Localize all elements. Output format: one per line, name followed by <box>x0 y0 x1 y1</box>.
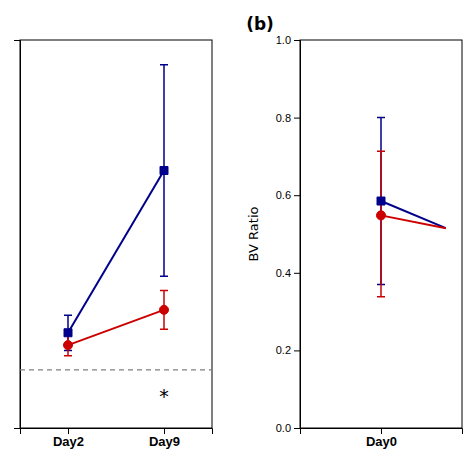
x-tick: Day2 <box>53 428 84 449</box>
y-tick: 0.6 <box>276 189 300 201</box>
reference-line <box>20 369 212 370</box>
y-tick-mark <box>294 350 300 351</box>
x-tick: Day0 <box>366 428 397 449</box>
y-tick-mark <box>294 118 300 119</box>
y-tick-mark <box>294 40 300 41</box>
y-tick-label: 0.8 <box>276 112 291 124</box>
x-tick-label: Day9 <box>149 434 180 449</box>
error-bar <box>377 151 385 296</box>
marker <box>63 341 72 350</box>
x-tick-mark <box>381 428 382 434</box>
plot-frame <box>300 40 462 428</box>
chart: Day2 Day9 * Day0 0.0 0.2 0.4 0.6 0.8 1.0 BV Ratio (… <box>0 0 474 474</box>
y-axis-title: BV Ratio <box>246 206 261 261</box>
panel: Day0 0.0 0.2 0.4 0.6 0.8 1.0 BV Ratio (b) <box>246 14 463 449</box>
marker <box>377 197 385 205</box>
y-axis: 0.0 0.2 0.4 0.6 0.8 1.0 <box>276 34 301 434</box>
x-tick-label: Day2 <box>53 434 84 449</box>
trailing-line <box>381 201 446 228</box>
y-tick: 0.8 <box>276 112 300 124</box>
plot-frame <box>20 40 212 428</box>
y-tick-label: 0.6 <box>276 189 291 201</box>
series-line <box>68 171 164 333</box>
x-tick-mark <box>164 428 165 434</box>
y-tick-mark <box>294 195 300 196</box>
panel: Day2 Day9 * <box>14 40 213 449</box>
marker <box>376 211 385 220</box>
trailing-line <box>381 215 446 228</box>
y-tick-label: 1.0 <box>276 34 291 46</box>
marker <box>159 305 168 314</box>
series-line <box>68 310 164 345</box>
x-tick-mark <box>68 428 69 434</box>
y-tick: 0.0 <box>276 422 300 434</box>
y-tick-mark <box>294 428 300 429</box>
plot-area <box>376 118 445 297</box>
plot-area <box>20 65 212 370</box>
y-tick: 0.4 <box>276 267 300 279</box>
x-axis-line <box>21 429 213 435</box>
error-bar <box>64 335 72 356</box>
y-tick-label: 0.0 <box>276 422 291 434</box>
annotation: * <box>159 385 169 407</box>
marker <box>64 329 72 337</box>
x-axis: Day2 Day9 <box>21 428 213 449</box>
error-bar <box>160 290 168 329</box>
x-axis-line <box>301 429 463 435</box>
y-tick-label: 0.4 <box>276 267 291 279</box>
error-bar <box>64 315 72 350</box>
error-bar <box>160 65 168 277</box>
y-tick: 0.2 <box>276 344 300 356</box>
panel-label: (b) <box>246 14 274 34</box>
x-tick: Day9 <box>149 428 180 449</box>
marker <box>160 167 168 175</box>
y-tick: 1.0 <box>276 34 300 46</box>
y-axis-line <box>294 41 301 429</box>
x-tick-label: Day0 <box>366 434 397 449</box>
y-tick-mark <box>294 273 300 274</box>
y-axis <box>14 41 21 429</box>
y-axis-line <box>14 41 21 429</box>
x-axis: Day0 <box>301 428 463 449</box>
y-tick-label: 0.2 <box>276 344 291 356</box>
